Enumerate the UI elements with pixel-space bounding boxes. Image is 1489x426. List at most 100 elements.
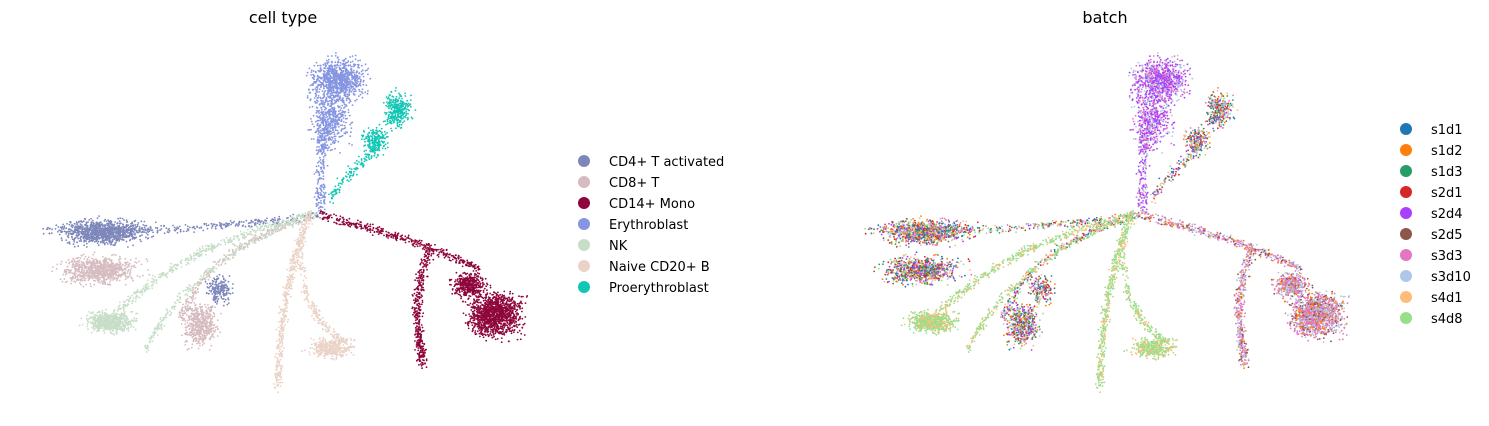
scatter-point — [347, 62, 349, 64]
scatter-point — [342, 181, 344, 183]
scatter-point — [339, 65, 341, 67]
scatter-point — [333, 90, 335, 92]
scatter-point — [465, 301, 467, 303]
scatter-point — [349, 74, 351, 76]
scatter-point — [397, 125, 399, 127]
scatter-point — [348, 87, 350, 89]
scatter-point — [450, 284, 452, 286]
scatter-point — [314, 196, 316, 198]
scatter-point — [335, 92, 337, 94]
scatter-point — [399, 108, 401, 110]
scatter-point — [155, 221, 157, 223]
scatter-point — [372, 132, 374, 134]
scatter-point — [517, 303, 519, 305]
scatter-point — [419, 360, 421, 362]
scatter-point — [422, 312, 424, 314]
scatter-point — [506, 302, 508, 304]
scatter-point — [475, 280, 477, 282]
scatter-point — [467, 292, 469, 294]
scatter-point — [353, 76, 355, 78]
scatter-point — [349, 64, 351, 66]
scatter-point — [486, 292, 488, 294]
scatter-point — [497, 326, 499, 328]
scatter-point — [468, 281, 470, 283]
scatter-point — [348, 64, 350, 66]
scatter-point — [353, 72, 355, 74]
scatter-point — [413, 299, 415, 301]
scatter-point — [325, 97, 327, 99]
scatter-point — [402, 108, 404, 110]
scatter-point — [363, 145, 365, 147]
scatter-point — [469, 265, 471, 267]
scatter-point — [331, 55, 333, 57]
scatter-point — [420, 281, 422, 283]
scatter-point — [518, 295, 520, 297]
scatter-point — [370, 130, 372, 132]
scatter-point — [421, 275, 423, 277]
scatter-point — [472, 266, 474, 268]
scatter-point — [375, 137, 377, 139]
scatter-point — [360, 94, 362, 96]
scatter-point — [330, 89, 332, 91]
scatter-point — [320, 126, 322, 128]
scatter-point — [507, 326, 509, 328]
scatter-point — [449, 280, 451, 282]
scatter-point — [349, 218, 351, 220]
scatter-point — [462, 277, 464, 279]
scatter-point — [437, 249, 439, 251]
scatter-point — [491, 324, 493, 326]
scatter-point — [317, 65, 319, 67]
scatter-point — [378, 146, 380, 148]
scatter-point — [436, 250, 438, 252]
scatter-point — [344, 93, 346, 95]
scatter-point — [327, 116, 329, 118]
scatter-point — [339, 191, 341, 193]
scatter-point — [325, 192, 327, 194]
scatter-point — [420, 346, 422, 348]
scatter-point — [328, 138, 330, 140]
scatter-point — [357, 168, 359, 170]
scatter-point — [57, 226, 59, 228]
scatter-point — [417, 271, 419, 273]
scatter-point — [493, 333, 495, 335]
scatter-point — [414, 289, 416, 291]
scatter-point — [473, 301, 475, 303]
scatter-point — [510, 304, 512, 306]
scatter-point — [324, 142, 326, 144]
scatter-point — [372, 229, 374, 231]
scatter-point — [324, 85, 326, 87]
scatter-point — [485, 297, 487, 299]
scatter-point — [317, 84, 319, 86]
scatter-point — [347, 165, 349, 167]
scatter-point — [342, 67, 344, 69]
scatter-point — [349, 115, 351, 117]
scatter-point — [497, 292, 499, 294]
scatter-point — [335, 126, 337, 128]
scatter-point — [317, 189, 319, 191]
scatter-point — [486, 308, 488, 310]
scatter-point — [468, 313, 470, 315]
scatter-point — [508, 312, 510, 314]
scatter-point — [358, 95, 360, 97]
scatter-point — [404, 112, 406, 114]
scatter-point — [358, 84, 360, 86]
scatter-point — [340, 97, 342, 99]
scatter-point — [390, 128, 392, 130]
scatter-point — [322, 64, 324, 66]
scatter-point — [495, 323, 497, 325]
scatter-point — [324, 102, 326, 104]
scatter-point — [359, 90, 361, 92]
scatter-point — [420, 338, 422, 340]
scatter-point — [504, 313, 506, 315]
scatter-point — [501, 328, 503, 330]
scatter-point — [364, 150, 366, 152]
scatter-point — [502, 316, 504, 318]
scatter-point — [388, 107, 390, 109]
scatter-point — [334, 122, 336, 124]
scatter-point — [405, 239, 407, 241]
scatter-point — [460, 298, 462, 300]
scatter-point — [471, 292, 473, 294]
scatter-point — [463, 262, 465, 264]
scatter-point — [333, 136, 335, 138]
